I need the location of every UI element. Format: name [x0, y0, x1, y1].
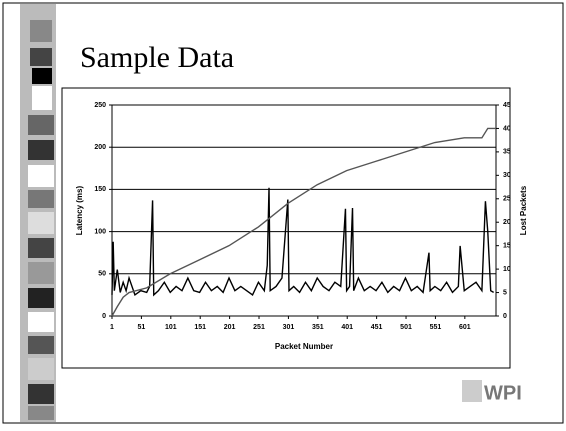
- y2-tick-label: 10: [503, 266, 511, 273]
- logo: WPI: [462, 380, 522, 404]
- y-tick-label: 50: [98, 271, 106, 278]
- y2-axis-title: Lost Packets: [519, 185, 528, 235]
- x-axis-title: Packet Number: [275, 342, 333, 351]
- x-tick-label: 601: [459, 324, 471, 331]
- x-tick-label: 401: [341, 324, 353, 331]
- series-line: [111, 127, 496, 317]
- x-tick-label: 301: [283, 324, 295, 331]
- x-tick-label: 1: [110, 324, 114, 331]
- y-tick-label: 0: [102, 313, 106, 320]
- y2-tick-label: 30: [503, 172, 511, 179]
- y2-tick-label: 45: [503, 102, 511, 109]
- x-tick-label: 251: [253, 324, 265, 331]
- logo-text: WPI: [484, 382, 522, 404]
- slide-title: Sample Data: [80, 41, 234, 74]
- y-axis-title: Latency (ms): [75, 185, 84, 235]
- x-tick-label: 51: [138, 324, 146, 331]
- y2-tick-label: 5: [503, 289, 507, 296]
- y2-tick-label: 15: [503, 243, 511, 250]
- decor-strip: [20, 4, 56, 422]
- x-tick-label: 201: [224, 324, 236, 331]
- y-tick-label: 200: [94, 144, 106, 151]
- y2-tick-label: 20: [503, 219, 511, 226]
- x-tick-label: 551: [430, 324, 442, 331]
- y2-tick-label: 25: [503, 196, 511, 203]
- y-tick-label: 250: [94, 102, 106, 109]
- x-tick-label: 151: [194, 324, 206, 331]
- series-line: [111, 187, 494, 297]
- y2-tick-label: 40: [503, 125, 511, 132]
- y-tick-label: 100: [94, 228, 106, 235]
- x-tick-label: 351: [312, 324, 324, 331]
- x-tick-label: 501: [400, 324, 412, 331]
- y-tick-label: 150: [94, 186, 106, 193]
- y2-tick-label: 35: [503, 149, 511, 156]
- y2-tick-label: 0: [503, 313, 507, 320]
- x-tick-label: 451: [371, 324, 383, 331]
- x-tick-label: 101: [165, 324, 177, 331]
